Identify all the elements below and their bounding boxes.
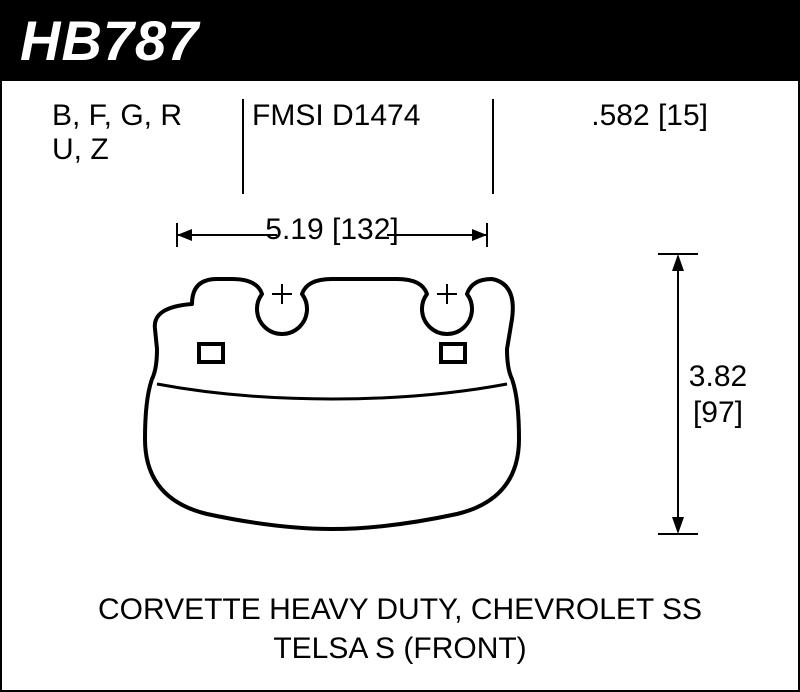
application-text: CORVETTE HEAVY DUTY, CHEVROLET SS TELSA … [2,590,798,668]
brake-pad-outline [137,249,527,539]
height-in: 3.82 [678,359,758,395]
fmsi-code: FMSI D1474 [252,99,420,132]
application-line2: TELSA S (FRONT) [2,629,798,668]
spec-row: B, F, G, R U, Z FMSI D1474 .582 [15] [2,81,798,177]
height-dimension: 3.82 [97] [628,249,728,539]
compounds-cell: B, F, G, R U, Z [52,99,252,167]
height-mm: [97] [678,395,758,431]
thickness-cell: .582 [15] [502,99,768,167]
diagram-area: 5.19 [132] 3.82 [2,177,798,607]
compounds-line1: B, F, G, R [52,99,252,133]
fmsi-cell: FMSI D1474 [252,99,502,167]
width-label: 5.19 [132] [162,213,502,247]
content-frame: B, F, G, R U, Z FMSI D1474 .582 [15] 5.1… [0,81,800,692]
height-label: 3.82 [97] [678,359,758,431]
application-line1: CORVETTE HEAVY DUTY, CHEVROLET SS [2,590,798,629]
part-number-header: HB787 [0,0,800,81]
part-number: HB787 [20,9,199,72]
compounds-line2: U, Z [52,133,252,167]
thickness-value: .582 [15] [591,99,708,132]
